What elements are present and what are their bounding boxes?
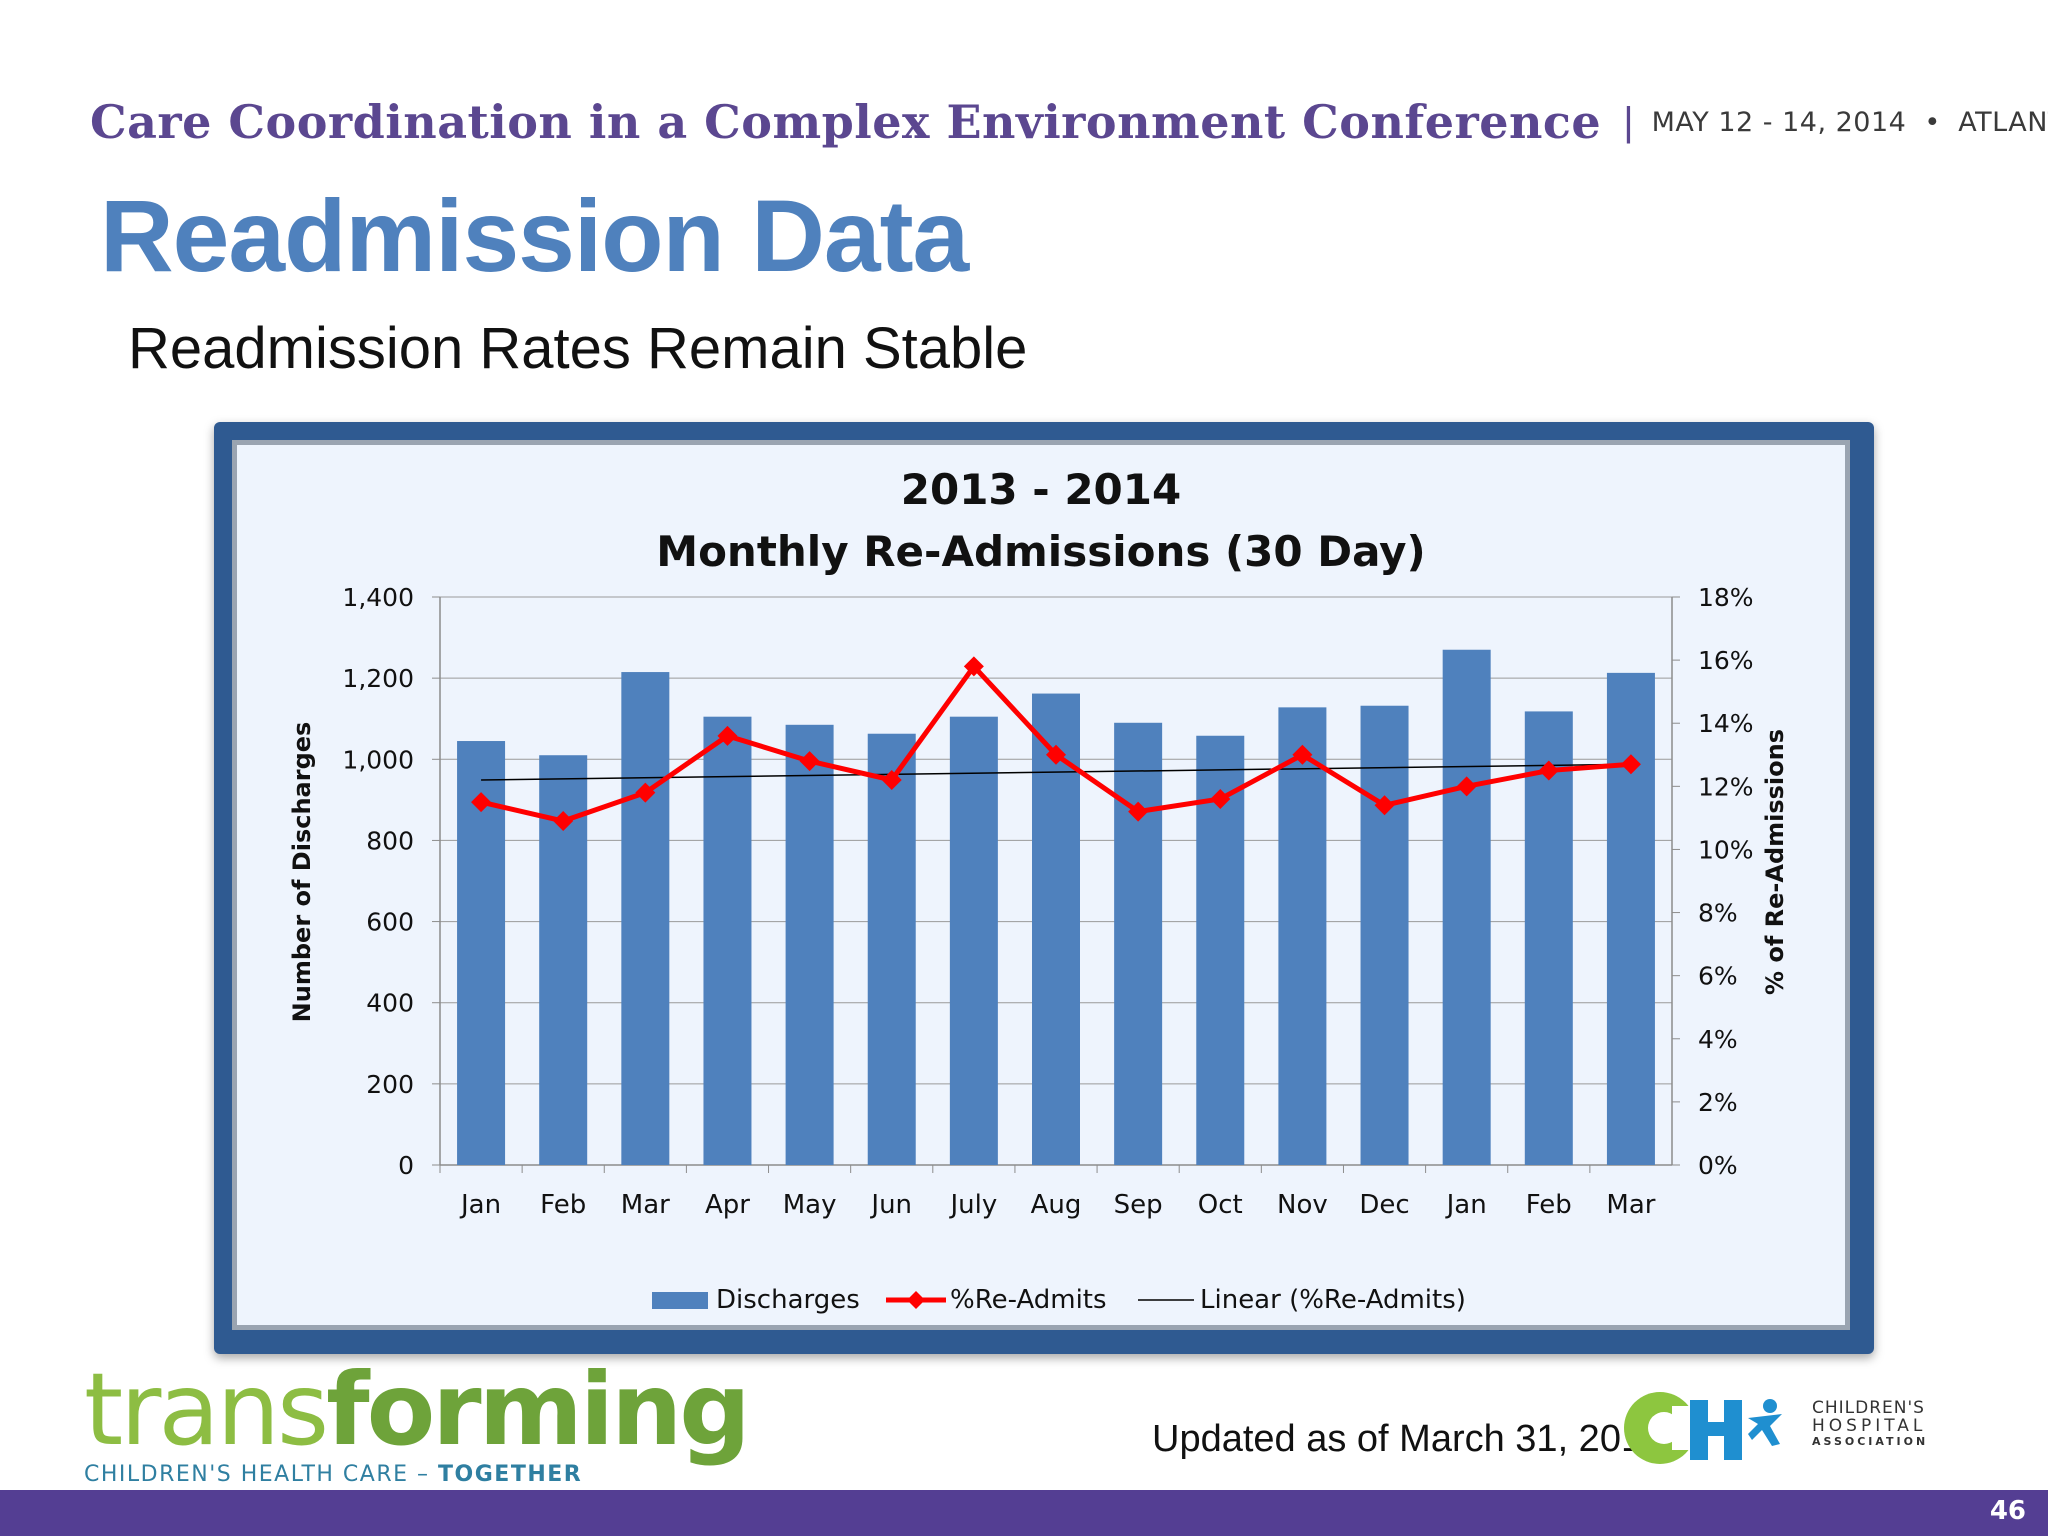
cha-logo-icon xyxy=(1624,1392,1782,1464)
chart-border xyxy=(232,440,1850,1330)
logo-tagline-text: CHILDREN'S HEALTH CARE – xyxy=(84,1462,439,1487)
conference-dates: MAY 12 - 14, 2014 xyxy=(1651,106,1907,138)
logo-word-bold: forming xyxy=(326,1351,751,1468)
logo-tagline: CHILDREN'S HEALTH CARE – TOGETHER xyxy=(84,1462,748,1487)
header-separator: | xyxy=(1623,99,1634,144)
page-number: 46 xyxy=(1989,1496,2026,1526)
transforming-logo: transforming CHILDREN'S HEALTH CARE – TO… xyxy=(84,1360,751,1488)
conference-header: Care Coordination in a Complex Environme… xyxy=(90,92,2048,152)
updated-date: Updated as of March 31, 2014 xyxy=(1152,1418,1664,1460)
cha-line2: HOSPITAL xyxy=(1812,1415,1927,1436)
conference-name: Care Coordination in a Complex Environme… xyxy=(90,95,1602,149)
header-dot: • xyxy=(1924,106,1941,138)
chart-background xyxy=(237,445,1845,1325)
chart-frame xyxy=(214,422,1874,1354)
page-title: Readmission Data xyxy=(100,179,969,293)
transforming-wordmark: transforming xyxy=(84,1360,751,1460)
logo-word-light: trans xyxy=(84,1351,329,1468)
logo-tagline-bold: TOGETHER xyxy=(438,1462,583,1487)
cha-logo-text: CHILDREN'S HOSPITAL ASSOCIATION xyxy=(1812,1398,1929,1448)
cha-line1: CHILDREN'S xyxy=(1812,1398,1925,1418)
page-subtitle: Readmission Rates Remain Stable xyxy=(128,316,1028,381)
conference-location: ATLANTA, GA xyxy=(1958,106,2048,138)
cha-line3: ASSOCIATION xyxy=(1812,1434,1929,1448)
footer-bar xyxy=(0,1490,2048,1536)
